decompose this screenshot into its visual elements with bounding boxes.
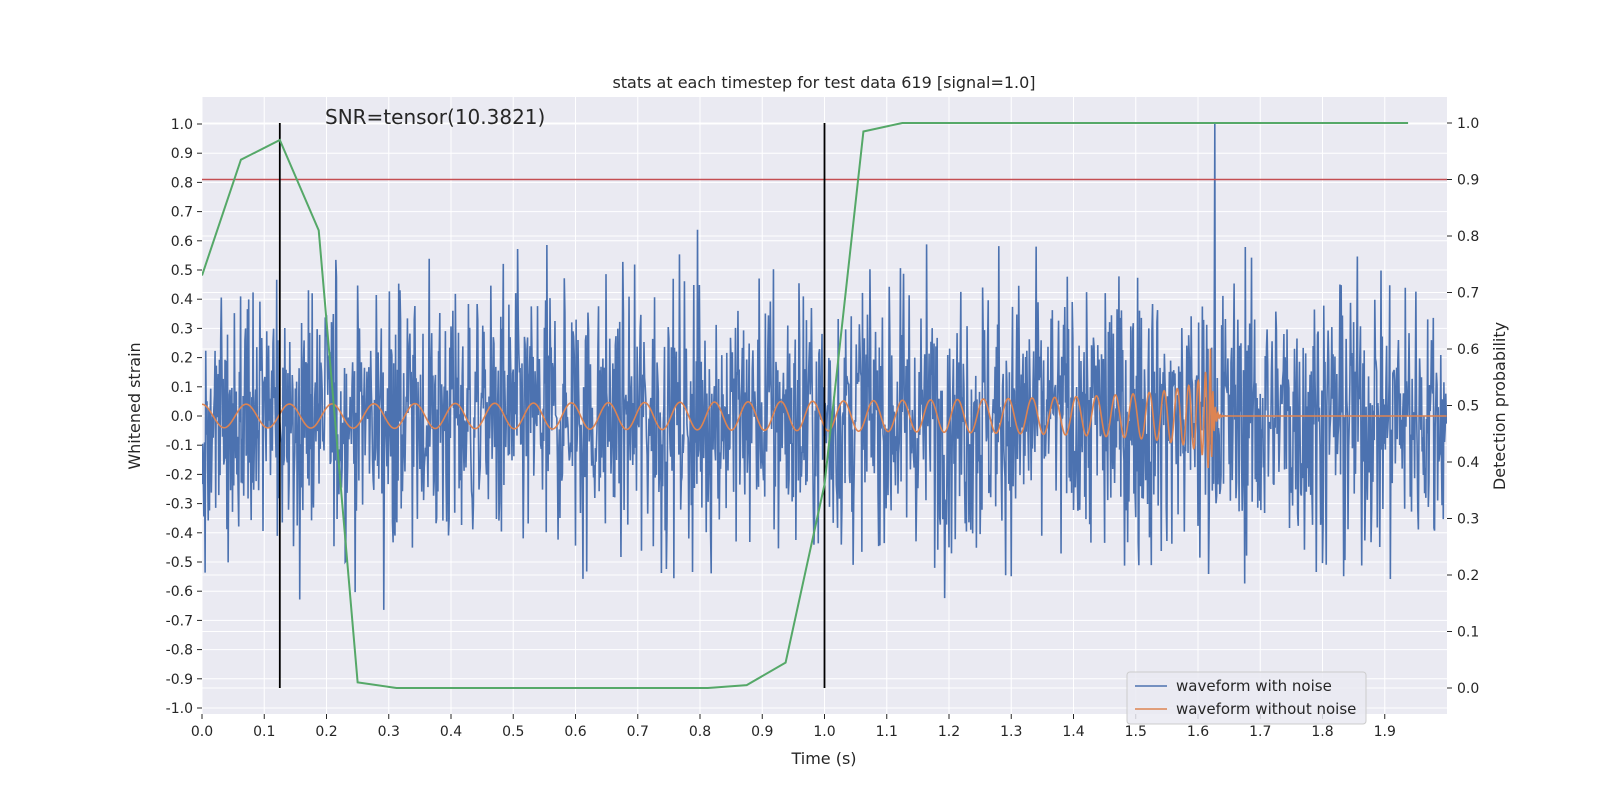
right-tick-label: 0.8 [1457,229,1479,245]
right-tick-label: 0.9 [1457,173,1479,189]
x-tick-label: 0.0 [191,724,213,740]
right-tick-label: 0.4 [1457,455,1479,471]
x-tick-label: 0.1 [253,724,275,740]
left-tick-label: -0.7 [166,613,193,629]
left-tick-label: 0.0 [171,409,193,425]
right-tick-label: 0.0 [1457,681,1479,697]
x-tick-label: 1.9 [1374,724,1396,740]
x-tick-label: 0.9 [751,724,773,740]
left-tick-label: 0.5 [171,263,193,279]
chart-title: stats at each timestep for test data 619… [612,73,1035,92]
legend-box [1126,671,1367,725]
legend-label-clean: waveform without noise [1176,700,1356,718]
right-tick-label: 0.5 [1457,399,1479,415]
x-axis-label: Time (s) [790,749,856,768]
left-tick-label: 1.0 [171,117,193,133]
x-tick-label: 1.3 [1000,724,1022,740]
x-tick-label: 0.5 [502,724,524,740]
left-tick-label: 0.9 [171,146,193,162]
x-tick-label: 0.8 [689,724,711,740]
left-tick-label: 0.4 [171,292,193,308]
x-tick-label: 0.6 [564,724,586,740]
left-tick-label: -0.8 [166,643,193,659]
left-tick-label: 0.3 [171,321,193,337]
right-tick-label: 0.6 [1457,342,1479,358]
left-tick-label: -0.2 [166,467,193,483]
x-tick-label: 0.7 [627,724,649,740]
right-tick-label: 0.1 [1457,625,1479,641]
x-tick-label: 1.8 [1311,724,1333,740]
left-tick-label: -0.6 [166,584,193,600]
left-tick-label: -1.0 [166,701,193,717]
left-tick-label: 0.2 [171,351,193,367]
left-axis-label: Whitened strain [125,342,144,469]
series-detection-probability [202,122,1409,689]
x-axis-ticks: 0.0 0.1 0.2 0.3 0.4 0.5 0.6 0.7 0.8 0.9 1.0 1.1 1.2 1… [191,714,1396,740]
right-axis-label: Detection probability [1490,322,1509,490]
left-tick-label: 0.7 [171,205,193,221]
left-tick-label: 0.1 [171,380,193,396]
x-tick-label: 0.2 [315,724,337,740]
legend-label-noisy: waveform with noise [1176,677,1332,695]
left-axis-ticks: -1.0 -0.9 -0.8 -0.7 -0.6 -0.5 -0.4 -0.3 -0.2 -0.1… [166,117,202,717]
left-tick-label: -0.3 [166,497,193,513]
x-tick-label: 0.4 [440,724,462,740]
snr-annotation: SNR=tensor(10.3821) [325,105,545,129]
x-tick-label: 1.1 [876,724,898,740]
series-layer [202,122,1447,689]
left-tick-label: -0.4 [166,526,193,542]
left-tick-label: 0.8 [171,175,193,191]
x-tick-label: 0.3 [378,724,400,740]
right-tick-label: 0.7 [1457,286,1479,302]
right-axis-ticks: 0.0 0.1 0.2 0.3 0.4 0.5 0.6 0.7 0.8 0.9 1.0 [1447,116,1479,697]
right-tick-label: 0.2 [1457,568,1479,584]
x-tick-label: 1.0 [813,724,835,740]
left-tick-label: -0.9 [166,672,193,688]
x-tick-label: 1.7 [1249,724,1271,740]
x-tick-label: 1.6 [1187,724,1209,740]
right-tick-label: 1.0 [1457,116,1479,132]
x-tick-label: 1.5 [1125,724,1147,740]
x-tick-label: 1.2 [938,724,960,740]
left-tick-label: 0.6 [171,234,193,250]
x-tick-label: 1.4 [1062,724,1084,740]
right-tick-label: 0.3 [1457,512,1479,528]
left-tick-label: -0.5 [166,555,193,571]
legend: waveform with noise waveform without noi… [1126,671,1367,725]
left-tick-label: -0.1 [166,438,193,454]
